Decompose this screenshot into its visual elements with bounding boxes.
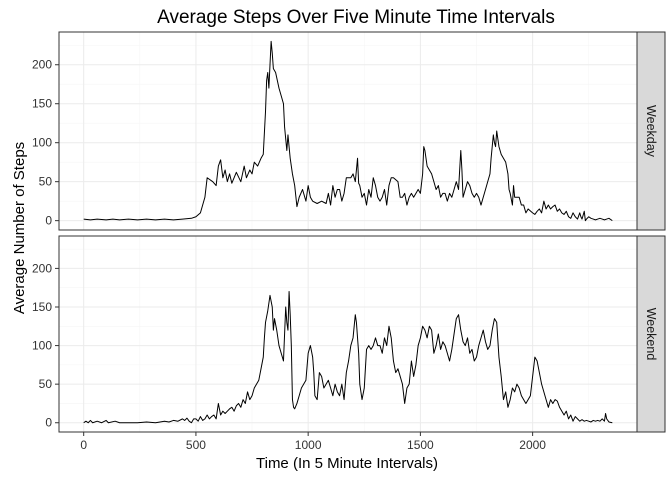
y-tick-label: 150 <box>32 300 52 314</box>
x-axis-title: Time (In 5 Minute Intervals) <box>256 455 438 472</box>
panel-border <box>58 31 638 231</box>
y-tick-label: 50 <box>39 175 53 189</box>
facet-strip-background <box>636 31 666 231</box>
x-tick-label: 500 <box>186 438 206 452</box>
series-line-weekday <box>83 40 613 222</box>
y-tick-label: 200 <box>32 261 52 275</box>
x-axis: 0 500 1000 1500 2000 <box>80 432 546 452</box>
facet-strip-background <box>636 235 666 433</box>
y-axis-title: Average Number of Steps <box>11 142 28 314</box>
facet-strip-weekend: Weekend <box>636 235 666 433</box>
y-tick-label: 150 <box>32 97 52 111</box>
y-tick-label: 0 <box>45 214 52 228</box>
x-tick-label: 0 <box>80 438 87 452</box>
facet-strip-label: Weekend <box>644 308 658 361</box>
y-tick-label: 100 <box>32 339 52 353</box>
panel-border <box>58 235 638 433</box>
y-tick-label: 0 <box>45 416 52 430</box>
chart-title: Average Steps Over Five Minute Time Inte… <box>157 7 555 28</box>
y-tick-label: 50 <box>39 377 53 391</box>
facet-strip-label: Weekday <box>644 105 658 158</box>
y-tick-label: 100 <box>32 136 52 150</box>
x-tick-label: 2000 <box>519 438 546 452</box>
panel-weekend: 0 50 100 150 200 Weekend <box>32 235 666 433</box>
series-line-weekend <box>83 291 613 424</box>
facet-strip-weekday: Weekday <box>636 31 666 231</box>
x-tick-label: 1000 <box>295 438 322 452</box>
y-tick-label: 200 <box>32 58 52 72</box>
x-tick-label: 1500 <box>407 438 434 452</box>
panel-weekday: 0 50 100 150 200 Weekday <box>32 31 666 231</box>
chart-panels: 0 50 100 150 200 Weekday 0 50 100 150 200 Weekend <box>32 31 666 433</box>
